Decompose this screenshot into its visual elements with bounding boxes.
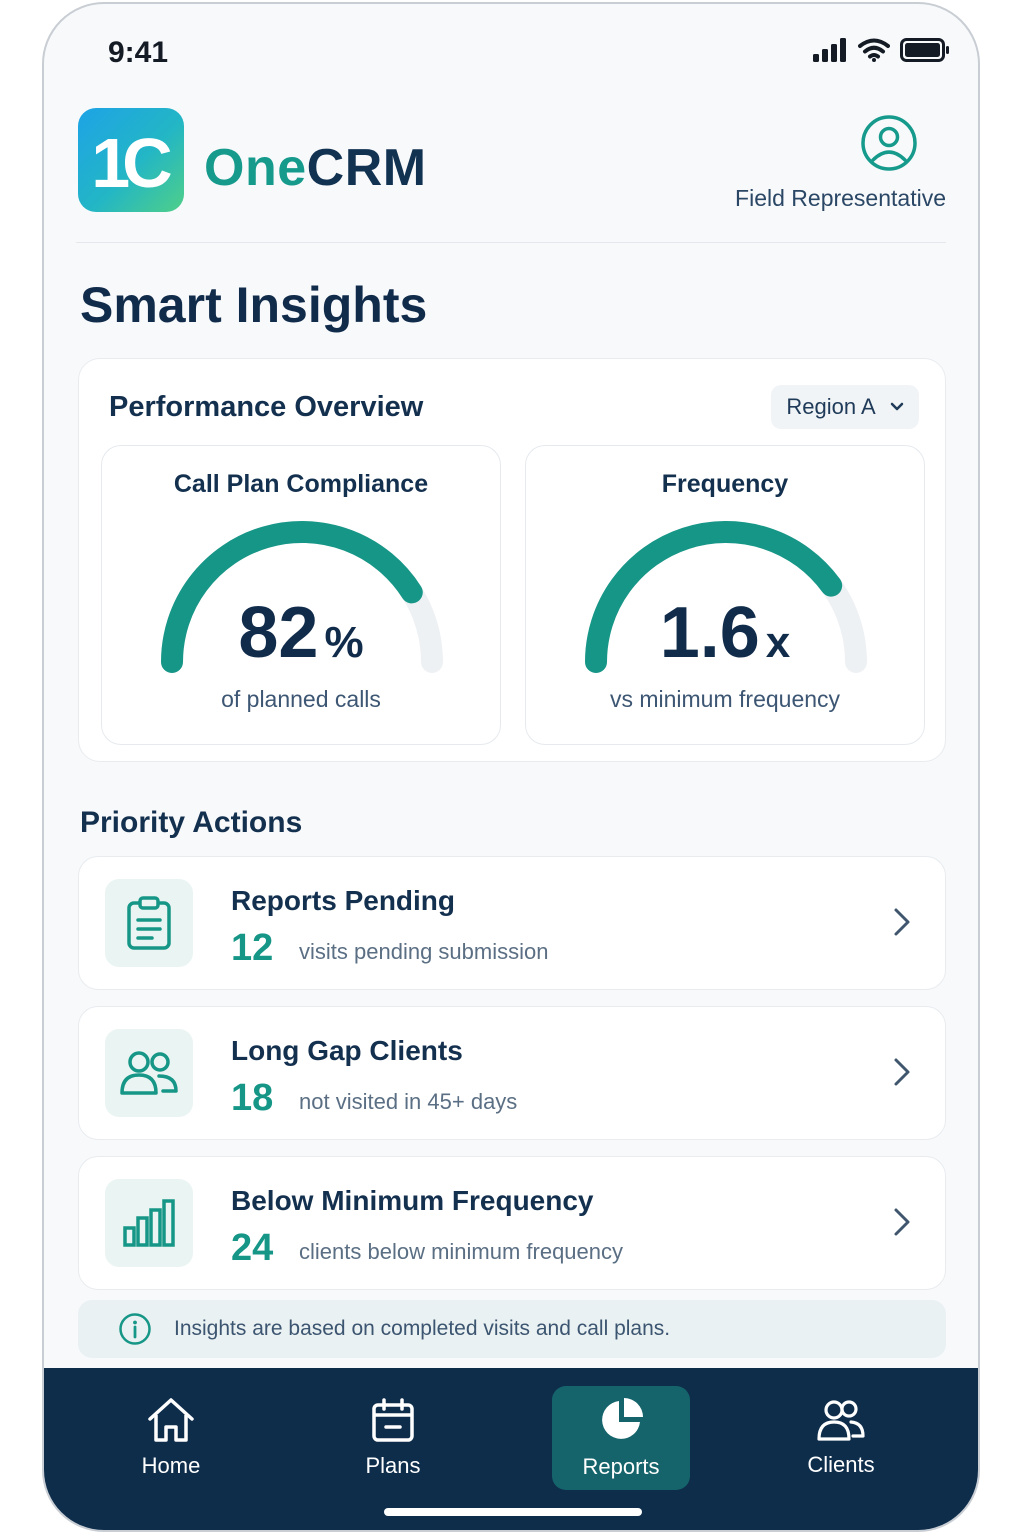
region-select[interactable]: Region A: [771, 385, 919, 429]
action-count: 24: [231, 1227, 274, 1269]
wifi-icon: [858, 38, 890, 62]
brand-part-two: CRM: [306, 139, 427, 197]
action-icon-box: [105, 1179, 193, 1267]
action-description: clients below minimum frequency: [299, 1239, 624, 1264]
action-title: Below Minimum Frequency: [231, 1185, 594, 1216]
status-icons: [812, 38, 950, 62]
chevron-right-icon: [894, 908, 910, 936]
home-icon: [148, 1398, 194, 1442]
brand-name: OneCRM: [204, 138, 427, 198]
home-indicator: [384, 1508, 642, 1516]
gauge-number: 1.6: [659, 593, 760, 673]
gauge-fill-arc: [585, 521, 843, 673]
gauge-title: Call Plan Compliance: [173, 470, 429, 498]
nav-reports[interactable]: Reports: [552, 1386, 690, 1490]
page-title: Smart Insights: [80, 277, 428, 333]
phone-frame: 9:41 1C OneCRM Field Represen: [42, 2, 980, 1532]
user-profile-icon[interactable]: [860, 114, 918, 172]
gauge-value: 1.6 x: [526, 592, 924, 674]
chevron-right-icon: [894, 1058, 910, 1086]
action-description: not visited in 45+ days: [299, 1089, 518, 1114]
frequency-gauge: [585, 521, 867, 673]
brand-part-one: One: [204, 139, 307, 197]
status-time: 9:41: [108, 36, 169, 69]
header-divider: [76, 242, 946, 243]
chevron-right-icon: [894, 1208, 910, 1236]
action-icon-box: [105, 879, 193, 967]
user-role: Field Representative: [735, 185, 946, 211]
signal-icon: [813, 38, 846, 62]
info-icon: [119, 1313, 151, 1345]
priority-actions-title: Priority Actions: [80, 806, 303, 839]
gauge-value: 82%: [102, 592, 500, 674]
compliance-gauge: [161, 521, 443, 673]
gauge-subtitle: vs minimum frequency: [609, 686, 841, 712]
region-select-value: Region A: [786, 394, 876, 419]
bottom-nav: Home Plans Reports: [44, 1368, 978, 1530]
logo-text: 1C: [91, 124, 171, 202]
nav-clients[interactable]: Clients: [772, 1386, 910, 1490]
action-below-min-frequency[interactable]: Below Minimum Frequency 24 clients below…: [78, 1156, 946, 1290]
action-description: visits pending submission: [299, 939, 549, 964]
logo-mark: 1C: [91, 124, 179, 202]
performance-overview-card: Performance Overview Region A Call Plan …: [78, 358, 946, 762]
gauge-fill-arc: [161, 521, 423, 673]
battery-icon: [900, 38, 949, 62]
info-note: Insights are based on completed visits a…: [78, 1300, 946, 1358]
gauge-number: 82: [238, 593, 319, 673]
clients-icon: [817, 1400, 865, 1441]
bar-chart-icon: [123, 1199, 175, 1247]
nav-label: Plans: [365, 1453, 421, 1478]
action-title: Long Gap Clients: [231, 1035, 463, 1066]
action-count: 18: [231, 1077, 274, 1119]
action-long-gap-clients[interactable]: Long Gap Clients 18 not visited in 45+ d…: [78, 1006, 946, 1140]
nav-plans[interactable]: Plans: [324, 1386, 462, 1490]
gauge-title: Frequency: [661, 470, 789, 498]
nav-home[interactable]: Home: [102, 1386, 240, 1490]
pie-chart-icon: [602, 1398, 643, 1439]
action-count: 12: [231, 927, 274, 969]
users-icon: [120, 1051, 178, 1095]
nav-label: Clients: [807, 1452, 875, 1477]
compliance-gauge-card[interactable]: Call Plan Compliance 82% of planned call…: [101, 445, 501, 745]
calendar-icon: [372, 1398, 414, 1442]
frequency-gauge-card[interactable]: Frequency 1.6 x vs minimum frequency: [525, 445, 925, 745]
app-logo: 1C: [78, 108, 184, 212]
gauge-unit: x: [765, 618, 791, 667]
info-note-text: Insights are based on completed visits a…: [174, 1317, 671, 1340]
performance-title: Performance Overview: [109, 391, 424, 423]
action-title: Reports Pending: [231, 885, 456, 916]
nav-label: Reports: [582, 1454, 660, 1479]
clipboard-icon: [127, 896, 171, 950]
chevron-down-icon: [890, 402, 903, 411]
gauge-unit: %: [324, 618, 364, 667]
gauge-subtitle: of planned calls: [221, 686, 381, 712]
nav-label: Home: [141, 1453, 201, 1478]
action-reports-pending[interactable]: Reports Pending 12 visits pending submis…: [78, 856, 946, 990]
action-icon-box: [105, 1029, 193, 1117]
